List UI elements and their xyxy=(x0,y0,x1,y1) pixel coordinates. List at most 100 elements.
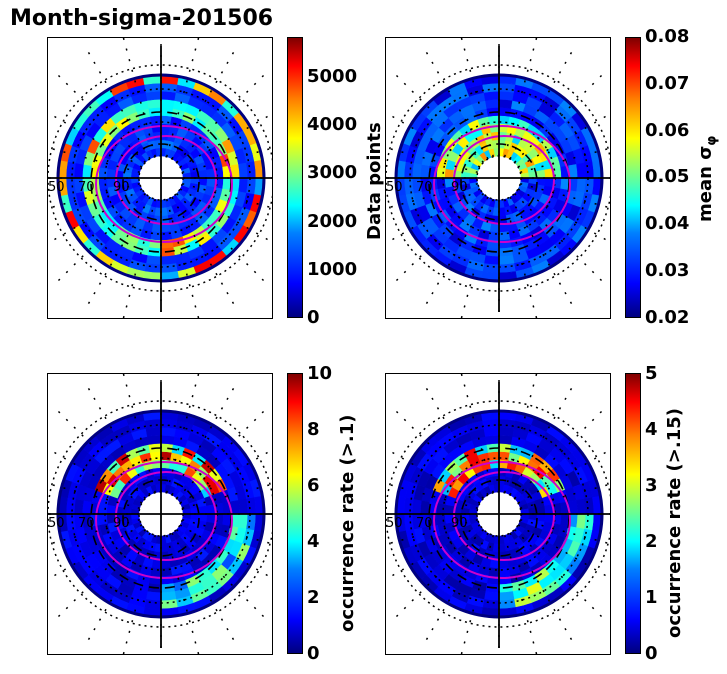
heatmap-cell xyxy=(483,255,500,266)
heatmap-cell xyxy=(411,498,422,515)
heatmap-cell xyxy=(498,543,506,553)
heatmap-cell xyxy=(98,177,108,190)
cbar1-tick: 4000 xyxy=(307,114,358,135)
heatmap-cell xyxy=(498,599,516,610)
heatmap-cell xyxy=(482,82,500,93)
heatmap-cell xyxy=(498,207,506,217)
heatmap-cell xyxy=(482,599,500,610)
heatmap-cell xyxy=(82,164,92,179)
heatmap-cell xyxy=(160,543,168,553)
heatmap-cell xyxy=(160,591,177,602)
polar-plot-svg: 50 70 90 xyxy=(48,38,272,318)
cbar1-tick: 0 xyxy=(307,307,320,328)
colorbar-occurrence-01 xyxy=(287,373,303,654)
heatmap-cell xyxy=(584,513,595,531)
heatmap-cell xyxy=(160,443,174,453)
heatmap-cell xyxy=(246,177,257,195)
heatmap-cell xyxy=(149,115,162,125)
cbar3-tick: 6 xyxy=(307,475,320,496)
heatmap-cell xyxy=(145,426,162,437)
heatmap-cell xyxy=(160,90,177,101)
cbar4-tick: 5 xyxy=(645,363,658,384)
heatmap-cell xyxy=(144,418,162,429)
heatmap-cell xyxy=(482,263,500,274)
heatmap-cell xyxy=(238,177,249,194)
auroral-oval-outer xyxy=(433,125,571,243)
heatmap-cell xyxy=(145,591,162,602)
heatmap-cell xyxy=(65,177,76,195)
heatmap-cell xyxy=(160,263,178,274)
heatmap-cell xyxy=(576,162,587,179)
heatmap-cell xyxy=(149,451,162,461)
cbar4-tick: 4 xyxy=(645,419,658,440)
cbar2-tick: 0.02 xyxy=(645,307,690,328)
heatmap-cell xyxy=(151,123,162,133)
heatmap-cell xyxy=(73,162,84,179)
latitude-label: 70 xyxy=(416,180,433,195)
heatmap-cell xyxy=(144,263,162,274)
heatmap-cell xyxy=(198,169,208,179)
cbar3-tick: 4 xyxy=(307,531,320,552)
heatmap-cell xyxy=(246,497,257,515)
colorbar-mean-sigma xyxy=(625,37,641,318)
colorbar-label-data-points: Data points xyxy=(364,122,385,240)
polar-map-data-points: 50 70 90 xyxy=(47,37,273,319)
cbar3-tick: 0 xyxy=(307,643,320,664)
heatmap-cell xyxy=(482,418,500,429)
heatmap-cell xyxy=(160,207,168,217)
heatmap-cell xyxy=(498,263,516,274)
heatmap-cell xyxy=(536,169,546,179)
heatmap-cell xyxy=(420,164,430,179)
heatmap-cell xyxy=(238,513,249,530)
heatmap-cell xyxy=(487,115,500,125)
polar-map-occurrence-015: 50 70 90 xyxy=(385,373,611,655)
colorbar-occurrence-015 xyxy=(625,373,641,654)
heatmap-cell xyxy=(160,99,175,109)
heatmap-cell xyxy=(498,90,515,101)
heatmap-cell xyxy=(483,90,500,101)
cbar3-tick: 10 xyxy=(307,363,333,384)
heatmap-cell xyxy=(498,443,512,453)
heatmap-cell xyxy=(436,502,446,515)
heatmap-cell xyxy=(420,500,430,515)
heatmap-cell xyxy=(483,591,500,602)
heatmap-cell xyxy=(498,435,513,445)
polar-map-occurrence-01: 50 70 90 xyxy=(47,373,273,655)
heatmap-cell xyxy=(489,459,500,469)
cbar1-tick: 5000 xyxy=(307,66,358,87)
latitude-label: 70 xyxy=(416,516,433,531)
cbar4-tick: 3 xyxy=(645,475,658,496)
heatmap-cell xyxy=(498,115,511,125)
latitude-label: 50 xyxy=(386,180,403,195)
heatmap-cell xyxy=(160,418,178,429)
polar-plot-svg: 50 70 90 xyxy=(48,374,272,654)
auroral-oval-inner xyxy=(453,135,555,225)
heatmap-cell xyxy=(403,513,414,531)
heatmap-cell xyxy=(485,435,500,445)
heatmap-cell xyxy=(160,451,173,461)
heatmap-cell xyxy=(145,90,162,101)
cbar1-tick: 2000 xyxy=(307,211,358,232)
auroral-oval-inner xyxy=(115,135,217,225)
heatmap-cell xyxy=(147,99,162,109)
heatmap-cell xyxy=(576,513,587,530)
cbar1-tick: 1000 xyxy=(307,259,358,280)
heatmap-cell xyxy=(246,161,257,179)
heatmap-cell xyxy=(584,161,595,179)
cbar2-tick: 0.07 xyxy=(645,73,690,94)
cbar2-tick: 0.03 xyxy=(645,260,690,281)
heatmap-cell xyxy=(498,82,516,93)
heatmap-cell xyxy=(98,502,108,515)
cbar3-tick: 8 xyxy=(307,419,320,440)
cbar2-tick: 0.06 xyxy=(645,120,690,141)
latitude-label: 90 xyxy=(113,516,130,531)
heatmap-cell xyxy=(498,591,515,602)
heatmap-cell xyxy=(160,255,177,266)
heatmap-cell xyxy=(98,166,108,179)
polar-map-mean-sigma: 50 70 90 xyxy=(385,37,611,319)
heatmap-cell xyxy=(436,166,446,179)
cbar4-tick: 1 xyxy=(645,587,658,608)
latitude-label: 90 xyxy=(451,180,468,195)
latitude-label: 50 xyxy=(48,516,65,531)
heatmap-cell xyxy=(144,599,162,610)
